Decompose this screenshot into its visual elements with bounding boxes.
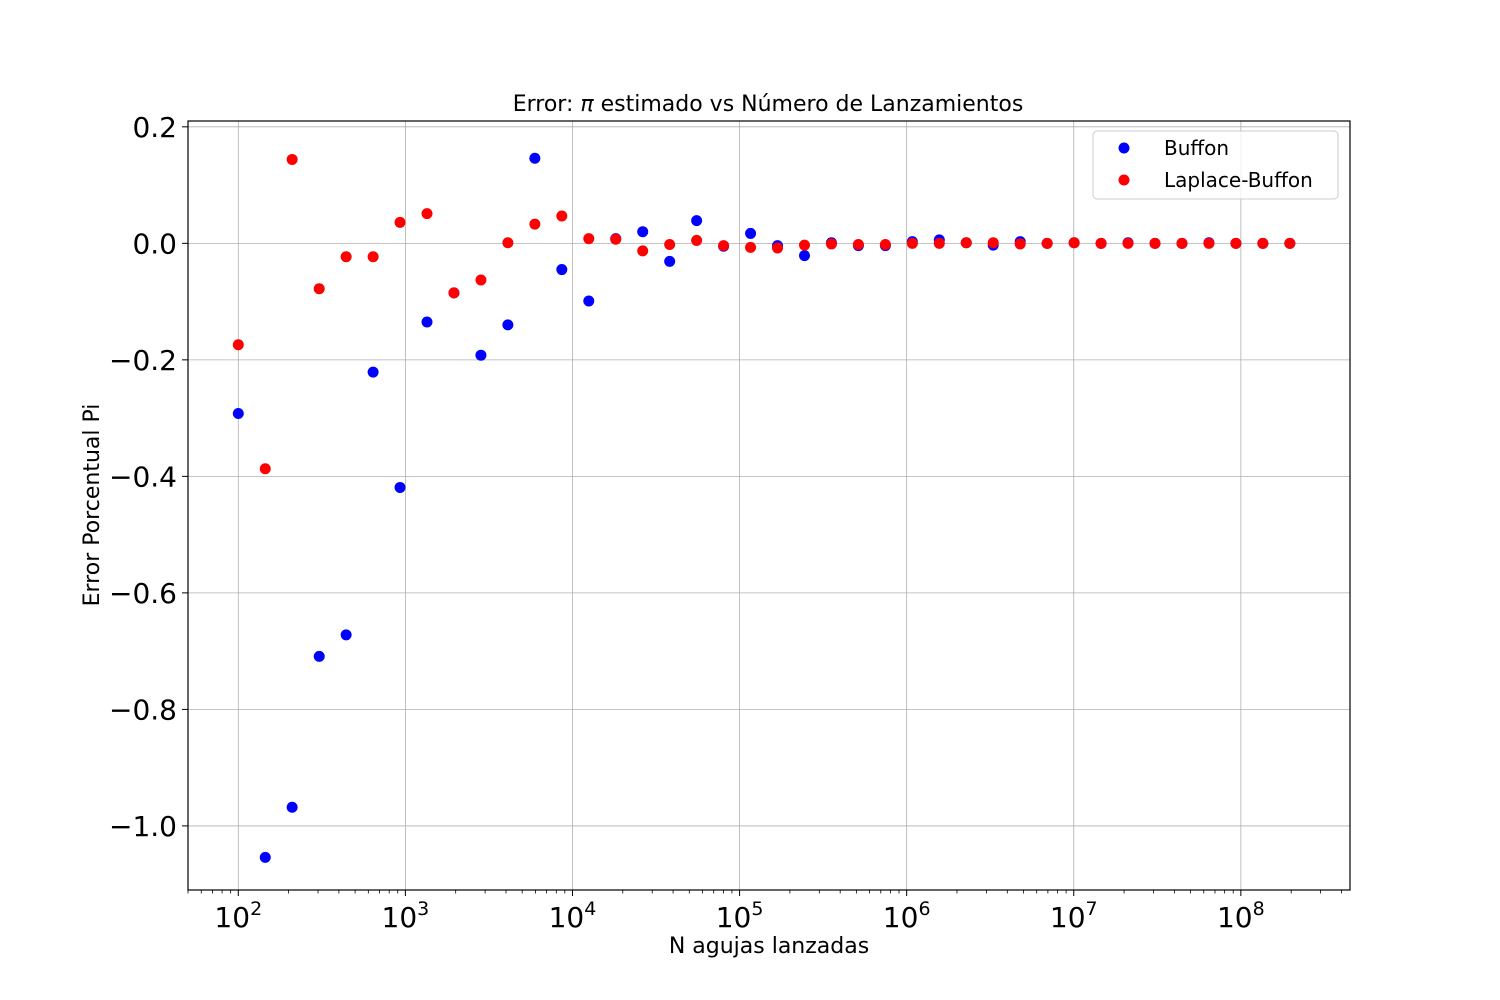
data-point [1230, 237, 1242, 249]
data-point [718, 240, 730, 252]
data-point [1149, 237, 1161, 249]
data-point [798, 250, 810, 262]
data-point [259, 463, 271, 475]
data-point [637, 226, 649, 238]
x-tick-label: 102 [214, 898, 262, 934]
data-point [286, 153, 298, 165]
x-tick-label: 106 [883, 898, 931, 934]
x-tick-label: 108 [1217, 898, 1265, 934]
data-point [313, 650, 325, 662]
data-point [987, 237, 999, 249]
data-point [367, 366, 379, 378]
data-point [421, 208, 433, 220]
data-point [1203, 237, 1215, 249]
data-point [1095, 237, 1107, 249]
data-point [259, 851, 271, 863]
x-tick-label: 104 [549, 898, 597, 934]
x-axis-ticks: 102 103 104 105 106 107 108 [214, 890, 1265, 934]
data-point [1257, 237, 1269, 249]
y-tick-label: 0.2 [132, 111, 177, 144]
legend-label-laplace-buffon: Laplace-Buffon [1164, 168, 1313, 192]
data-point [906, 237, 918, 249]
data-point [502, 237, 514, 249]
x-tick-label: 105 [716, 898, 764, 934]
y-tick-label: −0.6 [109, 577, 177, 610]
data-point [637, 245, 649, 257]
data-point [1176, 237, 1188, 249]
data-points [232, 152, 1296, 863]
data-point [448, 287, 460, 299]
data-point [556, 264, 568, 276]
y-tick-label: −0.2 [109, 344, 177, 377]
data-point [421, 316, 433, 328]
y-tick-label: 0.0 [132, 227, 177, 260]
data-point [798, 239, 810, 251]
data-point [772, 242, 784, 254]
data-point [933, 237, 945, 249]
data-point [232, 339, 244, 351]
data-point [475, 349, 487, 361]
data-point [691, 234, 703, 246]
data-point [367, 251, 379, 263]
data-point [1068, 237, 1080, 249]
data-point [1014, 238, 1026, 250]
y-tick-label: −1.0 [109, 810, 177, 843]
y-axis-ticks: 0.2 0.0 −0.2 −0.4 −0.6 −0.8 −1.0 [109, 111, 188, 843]
plot-frame [187, 120, 1351, 891]
data-point [610, 233, 622, 245]
legend-label-buffon: Buffon [1164, 136, 1229, 160]
data-point [583, 295, 595, 307]
data-point [502, 319, 514, 331]
data-point [691, 215, 703, 227]
data-point [475, 274, 487, 286]
y-tick-label: −0.8 [109, 693, 177, 726]
data-point [1122, 237, 1134, 249]
legend-box [1092, 130, 1339, 200]
x-tick-label: 107 [1050, 898, 1098, 934]
data-point [825, 238, 837, 250]
data-point [313, 283, 325, 295]
data-point [664, 239, 676, 251]
x-tick-label: 103 [382, 898, 430, 934]
legend-marker-laplace-buffon [1118, 174, 1130, 186]
data-point [879, 239, 891, 251]
data-point [1041, 237, 1053, 249]
data-point [340, 251, 352, 263]
data-point [852, 239, 864, 251]
data-point [664, 255, 676, 267]
y-tick-label: −0.4 [109, 460, 177, 493]
data-point [556, 210, 568, 222]
series-laplace-buffon [232, 153, 1296, 475]
chart-title: Error: π estimado vs Número de Lanzamien… [513, 92, 1024, 117]
x-axis-label: N agujas lanzadas [669, 934, 869, 959]
data-point [394, 481, 406, 493]
data-point [529, 152, 541, 164]
data-point [286, 801, 298, 813]
legend: Buffon Laplace-Buffon [1092, 130, 1339, 200]
data-point [583, 233, 595, 245]
data-point [960, 237, 972, 249]
data-point [745, 241, 757, 253]
series-buffon [232, 152, 1296, 863]
data-point [529, 218, 541, 230]
data-point [340, 629, 352, 641]
data-point [745, 227, 757, 239]
y-axis-label: Error Porcentual Pi [80, 404, 105, 607]
data-point [232, 407, 244, 419]
data-point [394, 216, 406, 228]
grid-lines [188, 121, 1350, 890]
data-point [1284, 237, 1296, 249]
legend-marker-buffon [1118, 142, 1130, 154]
